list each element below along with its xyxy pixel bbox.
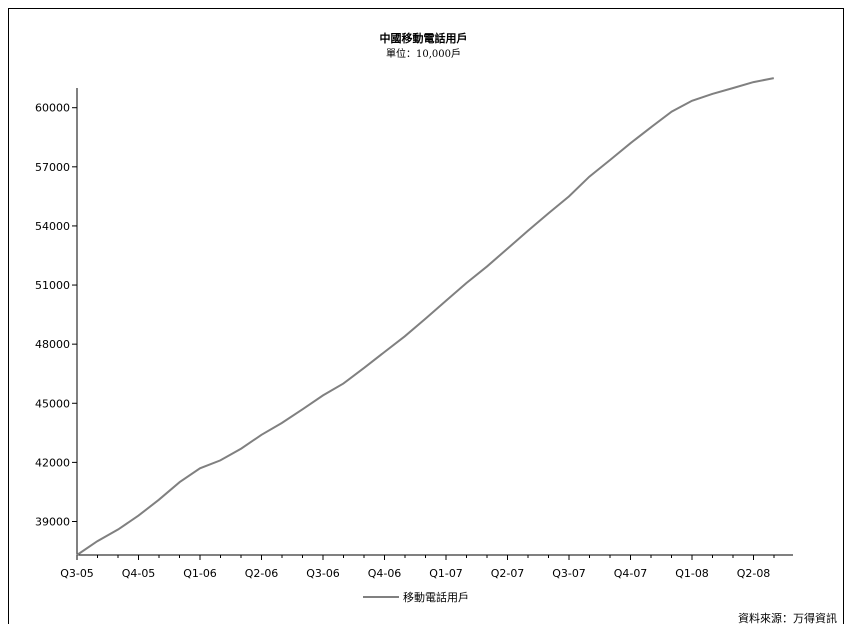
x-tick-label: Q2-07 <box>491 567 525 580</box>
x-tick-label: Q1-07 <box>429 567 463 580</box>
y-tick-label: 54000 <box>35 220 70 233</box>
y-tick-label: 51000 <box>35 279 70 292</box>
x-tick-label: Q1-06 <box>183 567 217 580</box>
x-tick-label: Q3-07 <box>552 567 586 580</box>
x-tick-label: Q1-08 <box>675 567 709 580</box>
y-tick-label: 39000 <box>35 516 70 529</box>
x-tick-label: Q4-07 <box>614 567 648 580</box>
y-tick-label: 57000 <box>35 161 70 174</box>
x-tick-label: Q2-06 <box>245 567 279 580</box>
source-note: 資料來源：万得資訊 <box>738 612 837 625</box>
y-tick-label: 42000 <box>35 456 70 469</box>
chart-title: 中國移動電話用戶 <box>379 32 468 45</box>
x-tick-label: Q4-05 <box>122 567 156 580</box>
chart-subtitle: 單位：10,000戶 <box>386 49 461 60</box>
legend-label: 移動電話用戶 <box>403 590 469 604</box>
x-tick-label: Q3-06 <box>306 567 340 580</box>
series-line <box>76 77 774 556</box>
y-tick-label: 48000 <box>35 338 70 351</box>
y-tick-label: 60000 <box>35 102 70 115</box>
x-tick-label: Q3-05 <box>60 567 94 580</box>
x-tick-label: Q2-08 <box>737 567 771 580</box>
y-tick-label: 45000 <box>35 397 70 410</box>
chart-frame <box>8 8 844 624</box>
x-tick-label: Q4-06 <box>368 567 402 580</box>
